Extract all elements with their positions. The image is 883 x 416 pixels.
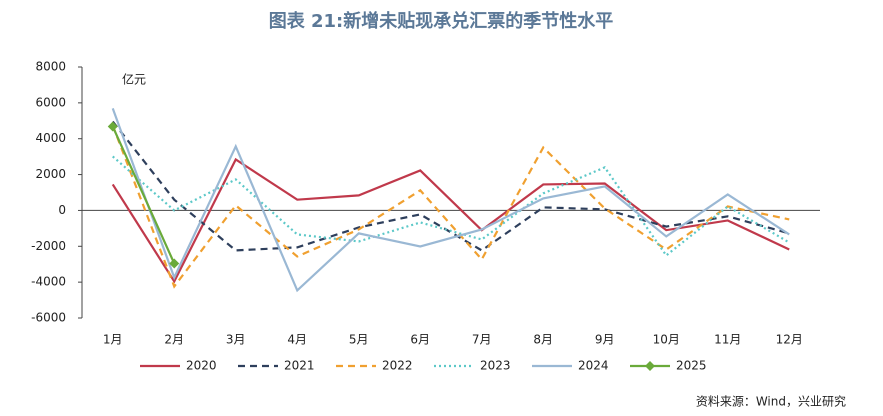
x-tick-label: 3月 [226,333,246,347]
x-tick-label: 10月 [653,333,680,347]
y-tick-label: 2000 [35,167,66,181]
legend-label: 2021 [284,359,315,373]
x-tick-label: 8月 [533,333,553,347]
x-tick-label: 1月 [103,333,123,347]
x-tick-label: 7月 [472,333,492,347]
y-tick-label: 6000 [35,95,66,109]
y-tick-label: 4000 [35,131,66,145]
y-tick-label: -4000 [31,275,66,289]
y-tick-label: -2000 [31,239,66,253]
x-tick-label: 5月 [349,333,369,347]
series-line [112,155,790,258]
y-unit: 亿元 [122,72,146,87]
series-line [111,108,790,293]
legend-label: 2022 [382,359,413,373]
series-line [111,126,176,264]
series-line [111,120,790,252]
y-tick-label: 8000 [35,60,66,74]
x-tick-label: 2月 [164,333,184,347]
chart-title: 图表 21:新增未贴现承兑汇票的季节性水平 [269,10,614,32]
x-tick-label: 12月 [776,333,803,347]
source: 资料来源：Wind，兴业研究 [696,394,846,409]
legend-label: 2025 [676,359,707,373]
x-tick-label: 4月 [287,333,307,347]
legend-label: 2024 [578,359,609,373]
point [107,121,118,132]
legend-marker [645,361,655,371]
x-tick-label: 6月 [410,333,430,347]
y-tick-label: -6000 [31,311,66,325]
series-line [111,125,790,289]
point [169,258,180,269]
x-tick-label: 11月 [714,333,741,347]
x-tick-label: 9月 [595,333,615,347]
legend-label: 2020 [186,359,217,373]
y-tick-label: 0 [58,203,66,217]
legend-label: 2023 [480,359,511,373]
